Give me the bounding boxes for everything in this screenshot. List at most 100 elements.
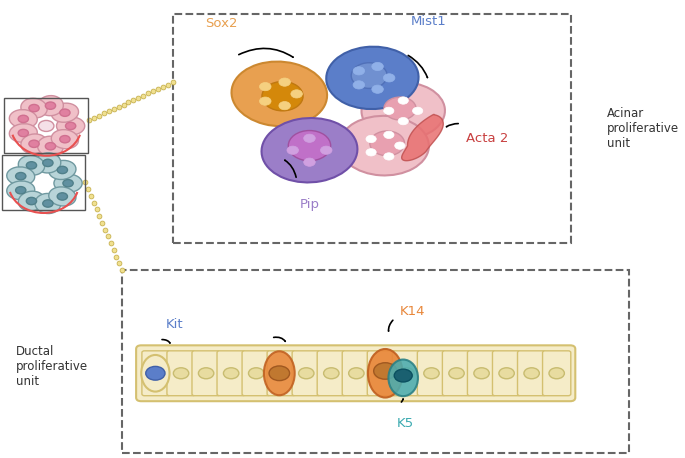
Circle shape xyxy=(63,180,73,187)
FancyBboxPatch shape xyxy=(267,351,295,396)
Text: Mist1: Mist1 xyxy=(411,16,447,28)
FancyBboxPatch shape xyxy=(342,351,371,396)
Ellipse shape xyxy=(21,134,47,153)
Text: Kit: Kit xyxy=(166,318,184,331)
FancyBboxPatch shape xyxy=(417,351,446,396)
Circle shape xyxy=(384,131,394,138)
Ellipse shape xyxy=(35,193,61,213)
Circle shape xyxy=(26,197,36,205)
Circle shape xyxy=(366,135,376,142)
Circle shape xyxy=(351,63,387,88)
Circle shape xyxy=(279,102,290,110)
FancyArrowPatch shape xyxy=(388,320,393,331)
Ellipse shape xyxy=(7,167,35,185)
Circle shape xyxy=(146,366,165,380)
Circle shape xyxy=(223,368,239,379)
Ellipse shape xyxy=(49,160,76,180)
Ellipse shape xyxy=(7,181,35,200)
Circle shape xyxy=(260,82,271,91)
Ellipse shape xyxy=(51,130,79,149)
Circle shape xyxy=(398,97,408,104)
Circle shape xyxy=(173,368,189,379)
Circle shape xyxy=(549,368,564,379)
Circle shape xyxy=(353,67,364,75)
Circle shape xyxy=(18,129,29,136)
Ellipse shape xyxy=(264,351,295,395)
Circle shape xyxy=(366,149,376,156)
Ellipse shape xyxy=(51,103,79,122)
FancyBboxPatch shape xyxy=(192,351,221,396)
Circle shape xyxy=(384,97,416,120)
Ellipse shape xyxy=(339,116,429,175)
FancyBboxPatch shape xyxy=(217,351,245,396)
Ellipse shape xyxy=(141,355,169,392)
FancyBboxPatch shape xyxy=(517,351,546,396)
Text: Acinar
proliferative
unit: Acinar proliferative unit xyxy=(607,107,679,150)
Circle shape xyxy=(279,78,290,86)
Circle shape xyxy=(372,62,384,71)
Text: Pip: Pip xyxy=(299,198,319,211)
Ellipse shape xyxy=(262,118,358,182)
Ellipse shape xyxy=(38,136,63,156)
Circle shape xyxy=(424,368,439,379)
Circle shape xyxy=(16,186,26,194)
Ellipse shape xyxy=(232,61,327,126)
Circle shape xyxy=(395,369,412,382)
Circle shape xyxy=(260,97,271,105)
Circle shape xyxy=(303,134,315,142)
Circle shape xyxy=(273,368,289,379)
Circle shape xyxy=(66,122,76,130)
Circle shape xyxy=(303,158,315,166)
Circle shape xyxy=(384,153,394,160)
Ellipse shape xyxy=(326,47,419,109)
Circle shape xyxy=(269,366,290,381)
Ellipse shape xyxy=(38,96,63,116)
Ellipse shape xyxy=(10,124,37,142)
FancyBboxPatch shape xyxy=(242,351,271,396)
Circle shape xyxy=(45,142,55,150)
Circle shape xyxy=(26,162,36,169)
Circle shape xyxy=(398,117,408,125)
Circle shape xyxy=(58,193,68,200)
FancyArrowPatch shape xyxy=(447,124,458,127)
Ellipse shape xyxy=(362,82,445,139)
Bar xyxy=(5,98,88,153)
Ellipse shape xyxy=(18,156,45,175)
Ellipse shape xyxy=(49,187,76,206)
Text: Sox2: Sox2 xyxy=(206,17,238,30)
Circle shape xyxy=(384,107,394,114)
Circle shape xyxy=(372,85,384,93)
Circle shape xyxy=(291,90,302,98)
Circle shape xyxy=(449,368,464,379)
Circle shape xyxy=(321,146,332,154)
Circle shape xyxy=(353,81,364,89)
FancyBboxPatch shape xyxy=(443,351,471,396)
Circle shape xyxy=(60,109,70,116)
Circle shape xyxy=(374,368,389,379)
Circle shape xyxy=(45,102,55,109)
Ellipse shape xyxy=(21,98,47,118)
FancyBboxPatch shape xyxy=(367,351,395,396)
Ellipse shape xyxy=(56,117,85,135)
Ellipse shape xyxy=(54,174,82,192)
Circle shape xyxy=(349,368,364,379)
FancyArrowPatch shape xyxy=(162,339,170,343)
Circle shape xyxy=(474,368,489,379)
Ellipse shape xyxy=(35,153,61,173)
Circle shape xyxy=(384,74,395,82)
Circle shape xyxy=(399,368,414,379)
Circle shape xyxy=(412,107,423,114)
Polygon shape xyxy=(401,114,443,161)
FancyBboxPatch shape xyxy=(292,351,321,396)
FancyBboxPatch shape xyxy=(136,345,575,401)
Circle shape xyxy=(42,200,53,207)
Bar xyxy=(2,155,86,210)
Circle shape xyxy=(29,104,39,112)
Circle shape xyxy=(299,368,314,379)
FancyBboxPatch shape xyxy=(543,351,571,396)
FancyBboxPatch shape xyxy=(393,351,421,396)
Text: Ductal
proliferative
unit: Ductal proliferative unit xyxy=(16,345,88,388)
Circle shape xyxy=(38,120,54,131)
Circle shape xyxy=(58,166,68,174)
FancyArrowPatch shape xyxy=(239,49,293,57)
